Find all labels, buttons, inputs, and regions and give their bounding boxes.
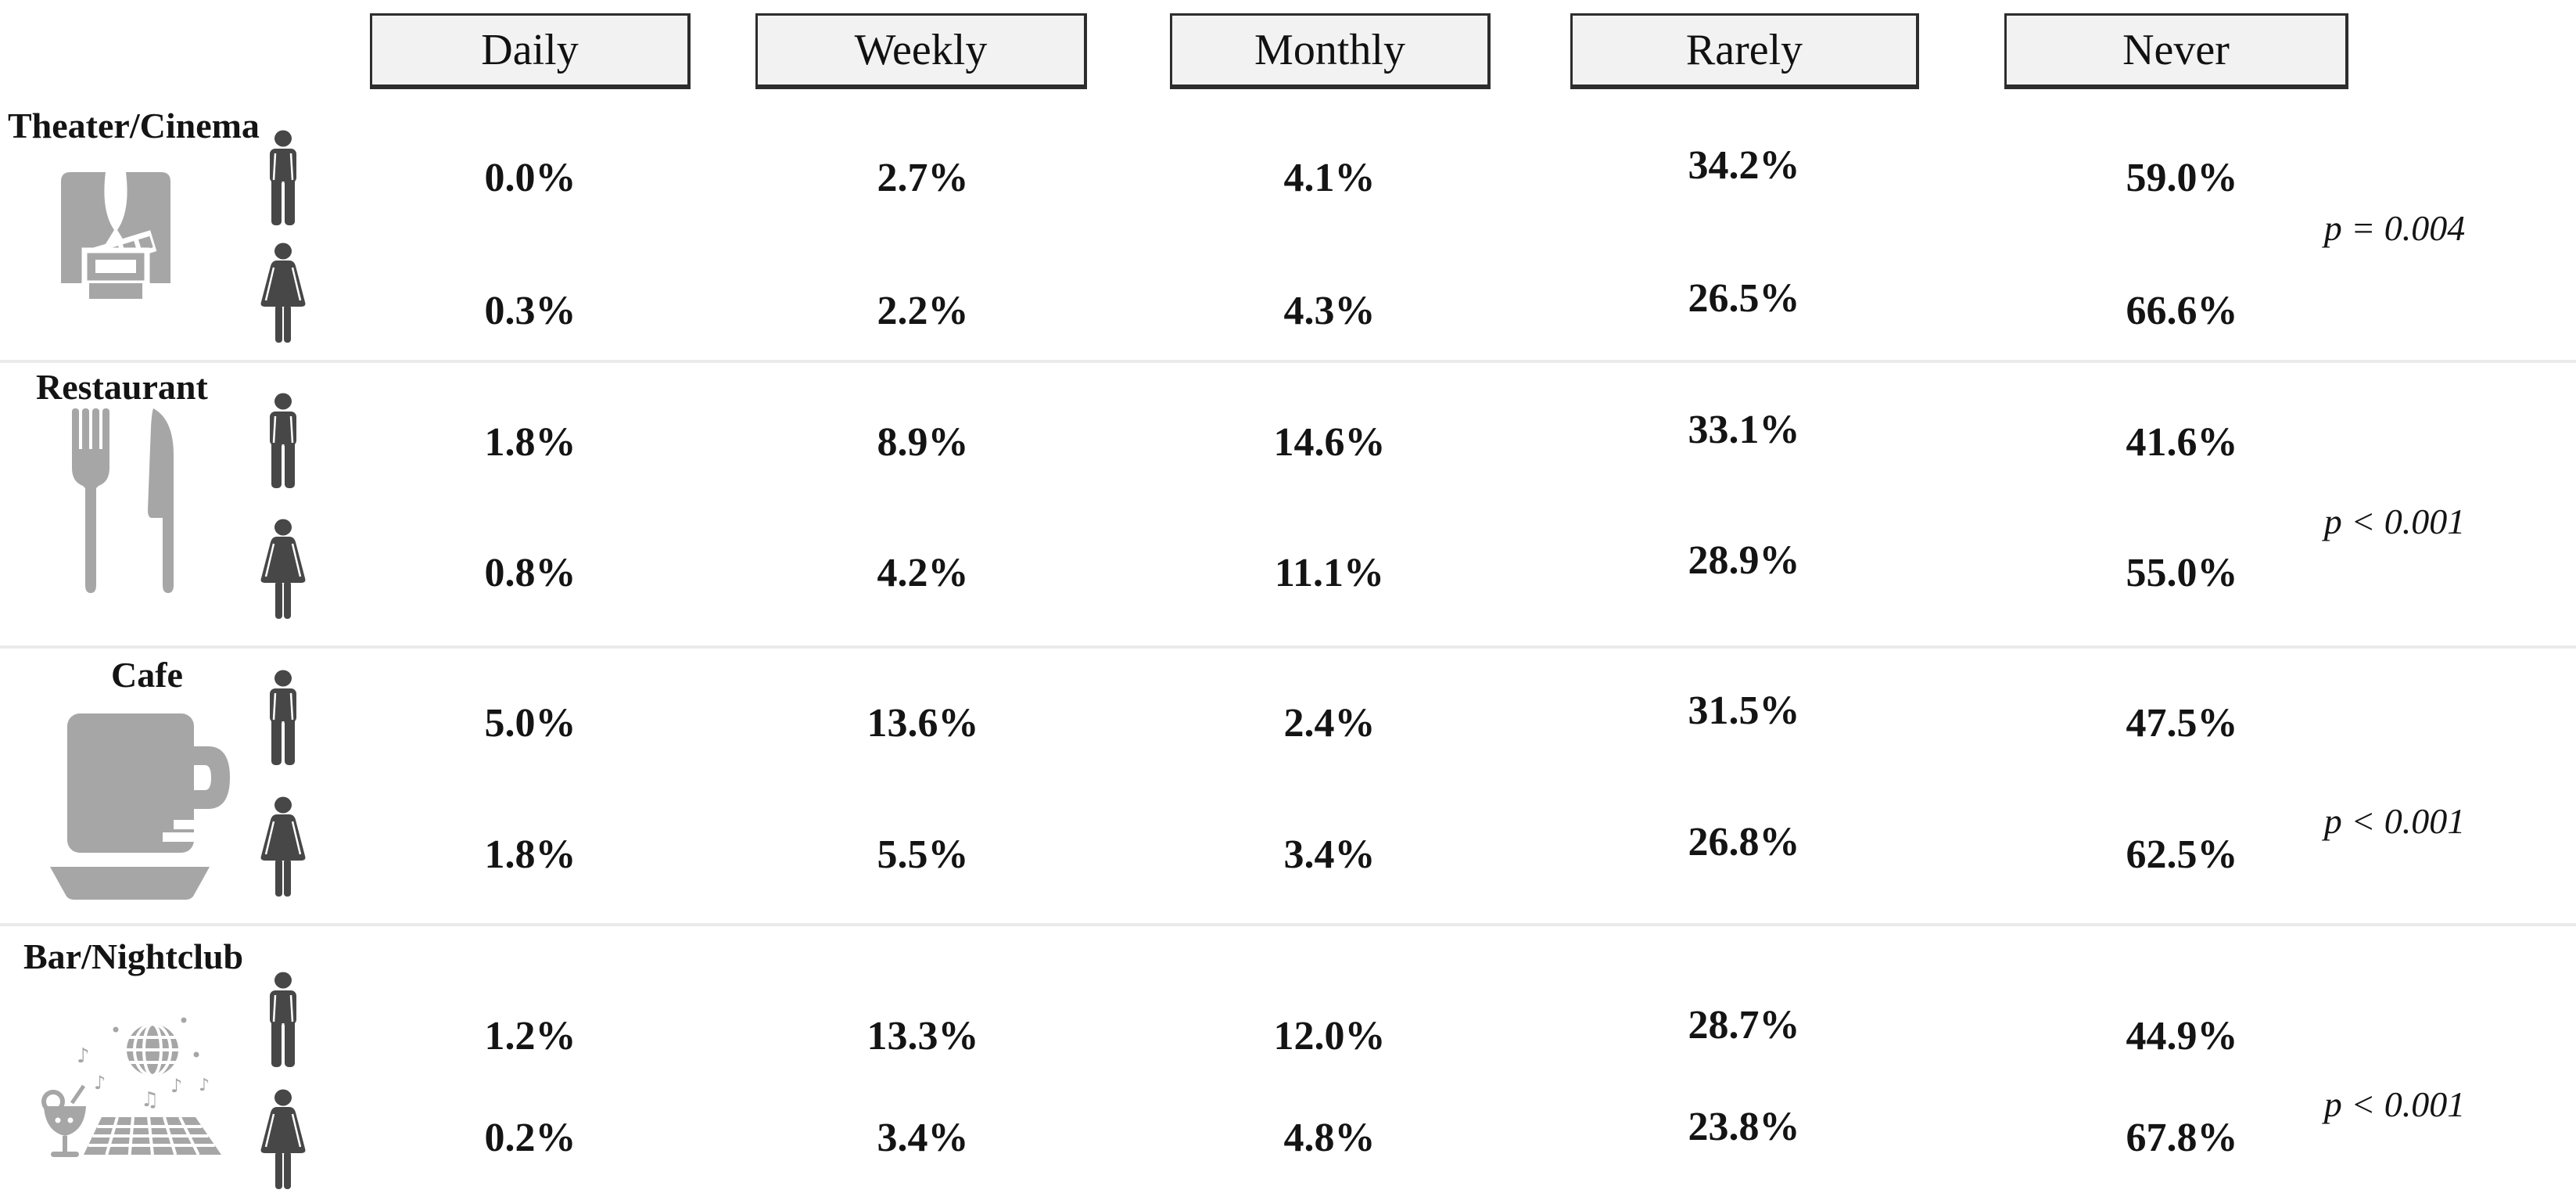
- value-cell: 4.1%: [1283, 156, 1376, 200]
- value-cell: 34.2%: [1688, 143, 1800, 188]
- venue-label: Cafe: [111, 655, 183, 695]
- value-cell: 0.8%: [484, 551, 576, 595]
- value-cell: 4.8%: [1283, 1116, 1376, 1160]
- venue-label: Restaurant: [36, 367, 208, 407]
- column-header-never: Never: [2004, 13, 2348, 89]
- value-cell: 11.1%: [1274, 551, 1385, 595]
- value-cell: 62.5%: [2126, 832, 2238, 877]
- value-cell: 14.6%: [1273, 420, 1386, 465]
- svg-text:♪: ♪: [94, 1072, 106, 1094]
- value-cell: 13.3%: [866, 1014, 979, 1058]
- value-cell: 2.2%: [877, 289, 969, 333]
- cafe-icon: [50, 713, 230, 900]
- p-value: p < 0.001: [2323, 1084, 2466, 1124]
- value-cell: 4.3%: [1283, 289, 1376, 333]
- svg-text:♫: ♫: [141, 1088, 159, 1112]
- value-cell: 2.7%: [877, 156, 969, 200]
- row-divider: [0, 923, 2576, 926]
- male-icon: [260, 972, 307, 1069]
- p-value: p < 0.001: [2323, 801, 2466, 841]
- restaurant-icon: [72, 408, 174, 593]
- value-cell: 26.5%: [1688, 276, 1800, 321]
- value-cell: 5.0%: [484, 701, 576, 746]
- p-value: p = 0.004: [2323, 208, 2466, 248]
- row-divider: [0, 645, 2576, 649]
- value-cell: 23.8%: [1688, 1105, 1800, 1149]
- value-cell: 8.9%: [877, 420, 969, 465]
- value-cell: 41.6%: [2126, 420, 2238, 465]
- value-cell: 3.4%: [1283, 832, 1376, 877]
- female-icon: [257, 519, 310, 620]
- female-icon: [257, 796, 310, 898]
- value-cell: 1.8%: [484, 832, 576, 877]
- svg-text:♪: ♪: [170, 1075, 182, 1097]
- value-cell: 1.8%: [484, 420, 576, 465]
- value-cell: 26.8%: [1688, 820, 1800, 864]
- female-icon: [257, 243, 310, 344]
- value-cell: 33.1%: [1688, 408, 1800, 452]
- row-divider: [0, 360, 2576, 363]
- value-cell: 13.6%: [866, 701, 979, 746]
- value-cell: 66.6%: [2126, 289, 2238, 333]
- value-cell: 44.9%: [2126, 1014, 2238, 1058]
- value-cell: 12.0%: [1273, 1014, 1386, 1058]
- value-cell: 0.0%: [484, 156, 576, 200]
- svg-text:♪: ♪: [199, 1076, 210, 1095]
- value-cell: 5.5%: [877, 832, 969, 877]
- value-cell: 1.2%: [484, 1014, 576, 1058]
- value-cell: 47.5%: [2126, 701, 2238, 746]
- svg-text:♪: ♪: [77, 1044, 90, 1068]
- p-value: p < 0.001: [2323, 501, 2466, 541]
- value-cell: 2.4%: [1283, 701, 1376, 746]
- value-cell: 0.2%: [484, 1116, 576, 1160]
- column-header-monthly: Monthly: [1170, 13, 1491, 89]
- male-icon: [260, 393, 307, 490]
- value-cell: 67.8%: [2126, 1116, 2238, 1160]
- column-header-weekly: Weekly: [755, 13, 1087, 89]
- value-cell: 0.3%: [484, 289, 576, 333]
- value-cell: 28.7%: [1688, 1003, 1800, 1048]
- venue-label: Theater/Cinema: [8, 106, 260, 146]
- male-icon: [260, 670, 307, 767]
- value-cell: 4.2%: [877, 551, 969, 595]
- column-header-rarely: Rarely: [1570, 13, 1919, 89]
- value-cell: 55.0%: [2126, 551, 2238, 595]
- value-cell: 3.4%: [877, 1116, 969, 1160]
- venue-label: Bar/Nightclub: [23, 936, 244, 976]
- female-icon: [257, 1089, 310, 1191]
- theater-cinema-icon: [61, 172, 170, 299]
- bar-nightclub-icon: ♪ ♪ ♫ ♪ ♪: [41, 1017, 221, 1157]
- value-cell: 31.5%: [1688, 688, 1800, 733]
- value-cell: 59.0%: [2126, 156, 2238, 200]
- male-icon: [260, 130, 307, 227]
- column-header-daily: Daily: [370, 13, 691, 89]
- value-cell: 28.9%: [1688, 538, 1800, 583]
